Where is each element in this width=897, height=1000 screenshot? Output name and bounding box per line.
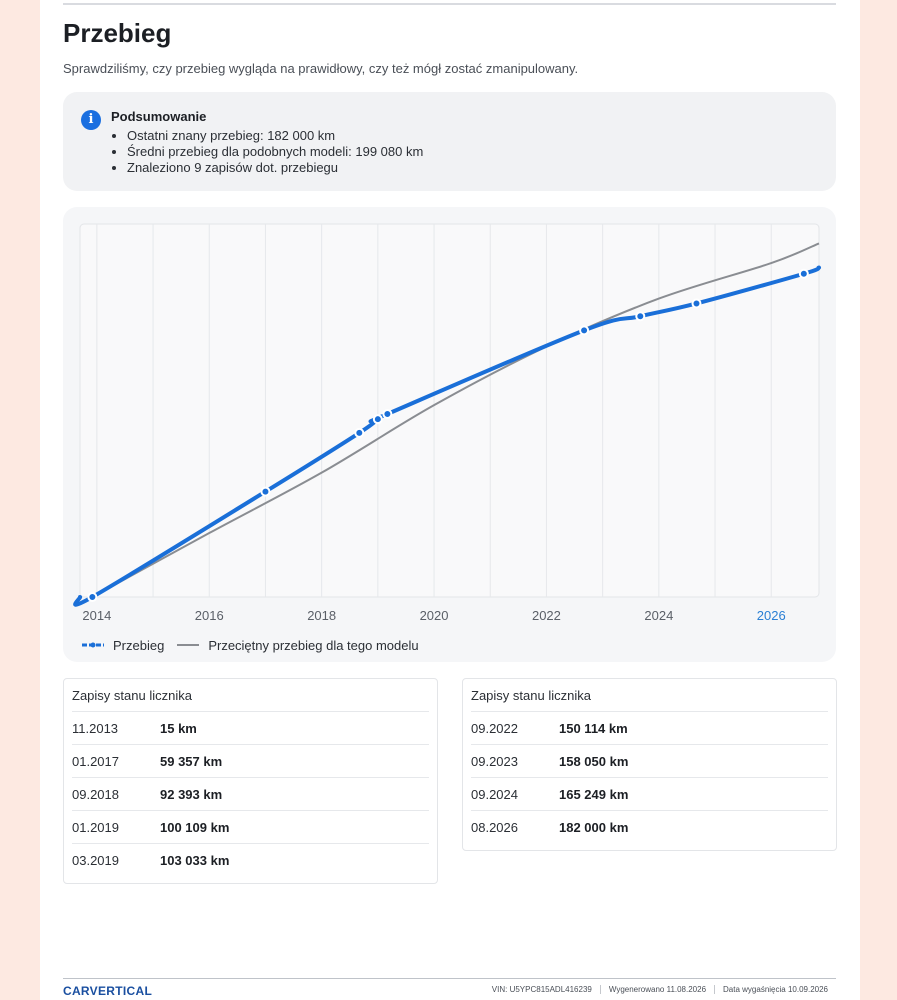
mileage-point bbox=[382, 408, 393, 419]
summary-title: Podsumowanie bbox=[111, 109, 207, 124]
legend-item-average: Przeciętny przebieg dla tego modelu bbox=[176, 637, 419, 653]
summary-box: i Podsumowanie Ostatni znany przebieg: 1… bbox=[63, 92, 836, 191]
record-date: 01.2017 bbox=[72, 754, 119, 769]
table-row: 09.2023 158 050 km bbox=[471, 744, 828, 777]
footer-generated-date: Wygenerowano 11.08.2026 bbox=[599, 985, 714, 994]
x-tick-label: 2026 bbox=[757, 608, 786, 623]
summary-list: Ostatni znany przebieg: 182 000 km Średn… bbox=[111, 128, 423, 176]
carvertical-logo: CARVERTICAL bbox=[63, 984, 153, 998]
summary-item-records-count: Znaleziono 9 zapisów dot. przebiegu bbox=[127, 160, 423, 176]
footer-vin: VIN: U5YPC815ADL416239 bbox=[491, 985, 592, 994]
info-icon: i bbox=[81, 110, 101, 130]
mileage-point bbox=[691, 298, 702, 309]
record-value: 100 109 km bbox=[160, 820, 230, 835]
record-value: 158 050 km bbox=[559, 754, 629, 769]
average-mileage-line bbox=[91, 242, 820, 598]
record-date: 09.2018 bbox=[72, 787, 119, 802]
footer-meta: VIN: U5YPC815ADL416239 Wygenerowano 11.0… bbox=[484, 985, 836, 994]
record-value: 15 km bbox=[160, 721, 197, 736]
mileage-point bbox=[354, 427, 365, 438]
x-tick-label: 2018 bbox=[307, 608, 336, 623]
summary-item-average-mileage: Średni przebieg dla podobnych modeli: 19… bbox=[127, 144, 423, 160]
record-value: 92 393 km bbox=[160, 787, 223, 802]
page-subtitle: Sprawdziliśmy, czy przebieg wygląda na p… bbox=[63, 61, 579, 76]
legend-label-mileage: Przebieg bbox=[113, 637, 165, 653]
mileage-point bbox=[798, 268, 809, 279]
mileage-records-table-left: Zapisy stanu licznika 11.2013 15 km 01.2… bbox=[63, 678, 438, 884]
record-date: 11.2013 bbox=[72, 721, 119, 736]
mileage-point bbox=[260, 486, 271, 497]
legend-swatch-mileage bbox=[82, 642, 104, 648]
legend-swatch-average bbox=[177, 644, 200, 646]
mileage-records-table-right: Zapisy stanu licznika 09.2022 150 114 km… bbox=[462, 678, 837, 851]
table-row: 11.2013 15 km bbox=[72, 711, 429, 744]
mileage-chart-card: 2014 2016 2018 2020 2022 2024 2026 Przebieg Pr… bbox=[63, 207, 836, 662]
record-date: 09.2022 bbox=[471, 721, 518, 736]
mileage-point bbox=[87, 591, 98, 602]
record-date: 01.2019 bbox=[72, 820, 119, 835]
mileage-point bbox=[635, 311, 646, 322]
table-row: 03.2019 103 033 km bbox=[72, 843, 429, 876]
record-date: 09.2023 bbox=[471, 754, 518, 769]
legend-item-mileage: Przebieg bbox=[81, 638, 164, 653]
records-title: Zapisy stanu licznika bbox=[72, 688, 192, 703]
record-date: 03.2019 bbox=[72, 853, 119, 868]
table-row: 09.2024 165 249 km bbox=[471, 777, 828, 810]
record-value: 59 357 km bbox=[160, 754, 223, 769]
footer-expiry-date: Data wygaśnięcia 10.09.2026 bbox=[714, 985, 836, 994]
x-tick-label: 2016 bbox=[195, 608, 224, 623]
mileage-chart: 2014 2016 2018 2020 2022 2024 2026 bbox=[73, 223, 821, 623]
footer-divider bbox=[63, 978, 836, 979]
table-row: 09.2022 150 114 km bbox=[471, 711, 828, 744]
x-tick-label: 2014 bbox=[82, 608, 111, 623]
plot-area bbox=[79, 223, 820, 598]
x-tick-label: 2022 bbox=[532, 608, 561, 623]
mileage-point bbox=[579, 325, 590, 336]
page-title: Przebieg bbox=[63, 18, 172, 48]
record-date: 08.2026 bbox=[471, 820, 518, 835]
record-value: 182 000 km bbox=[559, 820, 629, 835]
report-page: Przebieg Sprawdziliśmy, czy przebieg wyg… bbox=[40, 0, 860, 1000]
record-value: 150 114 km bbox=[559, 721, 628, 736]
top-divider bbox=[63, 3, 836, 5]
mileage-point bbox=[372, 414, 383, 425]
records-title: Zapisy stanu licznika bbox=[471, 688, 591, 703]
x-tick-label: 2020 bbox=[420, 608, 449, 623]
table-row: 01.2017 59 357 km bbox=[72, 744, 429, 777]
x-tick-label: 2024 bbox=[644, 608, 673, 623]
record-date: 09.2024 bbox=[471, 787, 518, 802]
table-row: 08.2026 182 000 km bbox=[471, 810, 828, 843]
table-row: 01.2019 100 109 km bbox=[72, 810, 429, 843]
record-value: 103 033 km bbox=[160, 853, 230, 868]
legend-label-average: Przeciętny przebieg dla tego modelu bbox=[208, 637, 419, 653]
record-value: 165 249 km bbox=[559, 787, 629, 802]
table-row: 09.2018 92 393 km bbox=[72, 777, 429, 810]
summary-item-last-mileage: Ostatni znany przebieg: 182 000 km bbox=[127, 128, 423, 144]
chart-legend: Przebieg Przeciętny przebieg dla tego mo… bbox=[81, 637, 431, 653]
